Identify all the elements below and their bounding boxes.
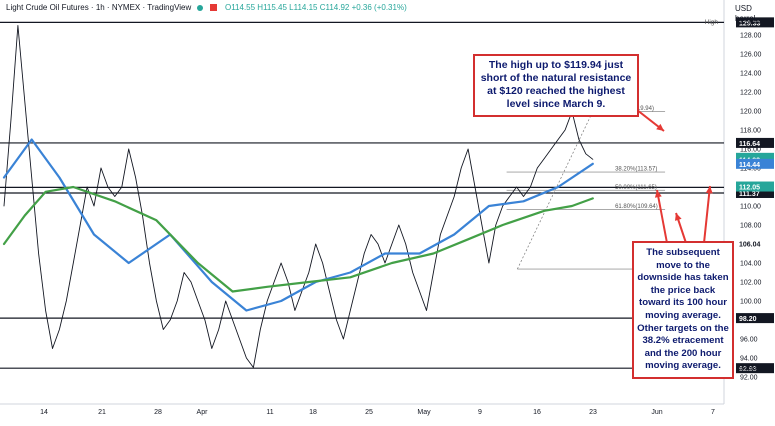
unit-label: barrel	[735, 14, 756, 23]
y-tick-label: 102.00	[740, 280, 762, 287]
currency-label: USD	[735, 4, 752, 13]
annotation-arrow-head	[674, 213, 682, 221]
x-tick-label: 11	[266, 409, 273, 416]
y-tick-label: 122.00	[740, 90, 762, 97]
high-low-price: 92.93	[739, 366, 757, 373]
level-label-bg	[736, 17, 774, 28]
y-tick-label: 118.00	[740, 128, 761, 135]
y-tick-label: 92.00	[740, 375, 758, 382]
level-label-bg	[736, 137, 774, 148]
symbol-title: Light Crude Oil Futures · 1h · NYMEX · T…	[6, 3, 192, 12]
fib-level-label: 61.80%(109.64)	[615, 204, 658, 210]
y-tick-label: 100.00	[740, 299, 762, 306]
ma100-line	[2, 138, 594, 312]
current-price-label: 106.04	[739, 242, 761, 249]
x-tick-label: 28	[154, 409, 162, 416]
x-tick-label: 23	[589, 409, 597, 416]
chart-header: Light Crude Oil Futures · 1h · NYMEX · T…	[6, 3, 407, 12]
level-label-bg	[736, 187, 774, 198]
x-tick-label: 7	[711, 409, 715, 416]
x-tick-label: 18	[309, 409, 317, 416]
high-low-price: 129.44	[739, 19, 761, 26]
level-label: 129.33	[739, 20, 761, 27]
y-tick-label: 96.00	[740, 337, 758, 344]
y-tick-label: 110.00	[740, 204, 761, 211]
red-flag-icon[interactable]	[209, 4, 217, 12]
annotation-arrow-head	[656, 123, 664, 131]
x-tick-label: May	[417, 409, 431, 416]
level-label-bg	[736, 363, 774, 374]
price-units: USD barrel	[735, 4, 771, 24]
level-label: 111.37	[739, 191, 760, 198]
level-label: 98.20	[739, 316, 757, 323]
current-price-label-bg	[736, 238, 774, 249]
current-price-label: 112.05	[739, 185, 760, 192]
y-tick-label: 116.00	[740, 147, 761, 154]
y-tick-label: 108.00	[740, 223, 762, 230]
level-label-bg	[736, 313, 774, 324]
green-dot-icon	[196, 4, 203, 11]
x-tick-label: Jun	[651, 409, 662, 416]
level-label: 116.64	[739, 141, 760, 148]
annotation-arrow-head	[705, 186, 713, 194]
annotation-arrow	[656, 189, 668, 244]
price-line	[3, 25, 594, 368]
y-tick-label: 124.00	[740, 71, 762, 78]
current-price-label-bg	[736, 158, 774, 169]
x-tick-label: 14	[40, 409, 48, 416]
y-tick-label: 94.00	[740, 356, 758, 363]
fib-trend-line	[517, 111, 594, 270]
y-tick-label: 120.00	[740, 109, 762, 116]
y-tick-label: 104.00	[740, 261, 762, 268]
x-tick-label: 21	[98, 409, 106, 416]
annotation-downside: The subsequent move to the downside has …	[632, 241, 734, 379]
x-tick-label: 25	[365, 409, 373, 416]
annotation-high: The high up to $119.94 just short of the…	[473, 54, 639, 117]
y-tick-label: 126.00	[740, 52, 762, 59]
ohlc-values: O114.55 H115.45 L114.15 C114.92 +0.36 (+…	[224, 3, 407, 12]
high-low-tag: High	[705, 19, 719, 26]
annotation-arrow	[703, 185, 711, 244]
y-tick-label: 114.00	[740, 166, 761, 173]
current-price-label: 114.44	[739, 162, 760, 169]
fib-level-label: 50.00%(111.65)	[615, 185, 657, 191]
x-tick-label: 16	[533, 409, 541, 416]
y-tick-label: 128.00	[740, 33, 762, 40]
annotation-arrow-head	[654, 190, 662, 198]
x-tick-label: 9	[478, 409, 482, 416]
current-price-label-bg	[736, 181, 774, 192]
x-tick-label: Apr	[197, 409, 209, 416]
level-label: 92.93	[739, 366, 757, 373]
fib-level-label: 38.20%(113.57)	[615, 167, 657, 173]
ma200-line	[2, 185, 594, 293]
